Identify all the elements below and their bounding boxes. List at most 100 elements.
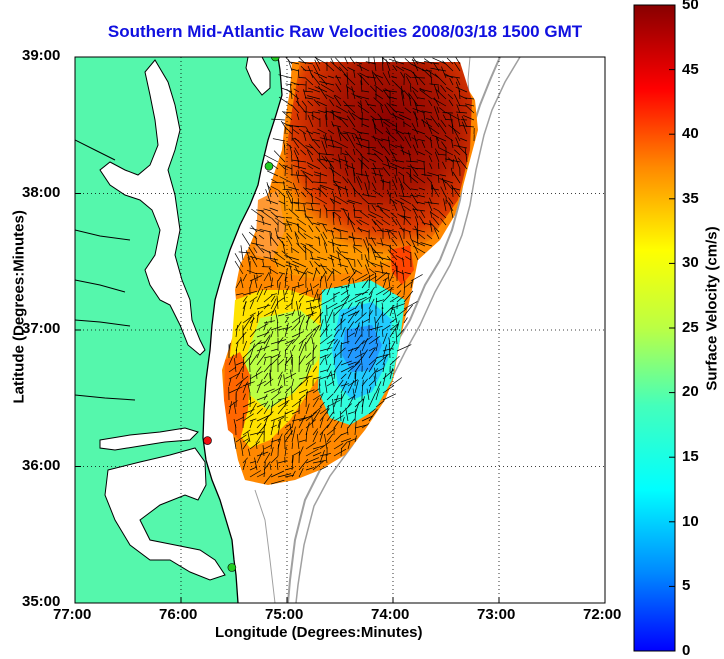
velocity-vector xyxy=(360,350,363,366)
velocity-vector xyxy=(457,145,468,156)
velocity-vector xyxy=(263,372,269,380)
velocity-vector xyxy=(354,363,362,373)
velocity-vector xyxy=(328,167,342,177)
velocity-vector xyxy=(290,174,307,177)
velocity-vector xyxy=(426,177,433,184)
velocity-vector xyxy=(443,198,447,212)
velocity-vector xyxy=(302,69,314,72)
y-axis-label: Latitude (Degrees:Minutes) xyxy=(10,210,28,404)
velocity-vector xyxy=(305,411,317,422)
velocity-vector xyxy=(267,170,279,177)
velocity-vector xyxy=(253,274,258,289)
velocity-vector xyxy=(310,283,314,296)
velocity-vector xyxy=(340,326,346,338)
velocity-vector xyxy=(263,404,270,415)
velocity-vector xyxy=(454,94,461,107)
velocity-vector xyxy=(263,452,271,464)
velocity-vector xyxy=(383,89,398,93)
velocity-vector xyxy=(382,293,392,303)
velocity-vector xyxy=(437,174,440,184)
velocity-vector xyxy=(457,157,468,170)
velocity-vector xyxy=(235,349,238,359)
velocity-vector xyxy=(284,354,293,366)
velocity-vector xyxy=(298,339,304,352)
velocity-vector xyxy=(340,393,343,408)
velocity-vector xyxy=(366,388,370,401)
velocity-vector xyxy=(354,310,360,317)
velocity-vector xyxy=(449,202,454,219)
velocity-vector xyxy=(360,75,370,86)
velocity-vector xyxy=(375,272,377,289)
velocity-vector xyxy=(266,199,279,205)
velocity-vector xyxy=(335,57,342,65)
velocity-vector xyxy=(337,127,342,142)
velocity-vector xyxy=(305,352,312,359)
velocity-vector xyxy=(371,204,377,212)
velocity-vector xyxy=(403,215,412,226)
velocity-vector xyxy=(245,250,251,261)
velocity-vector xyxy=(392,201,398,212)
velocity-vector xyxy=(347,259,356,275)
velocity-vector xyxy=(375,219,384,226)
velocity-vector xyxy=(254,457,258,471)
velocity-vector xyxy=(454,149,461,156)
velocity-vector xyxy=(417,76,426,86)
velocity-vector xyxy=(270,298,277,310)
velocity-vector xyxy=(348,236,363,240)
velocity-vector xyxy=(429,163,433,170)
velocity-vector xyxy=(372,135,377,142)
velocity-vector xyxy=(329,99,335,107)
velocity-vector xyxy=(374,316,377,331)
velocity-vector xyxy=(338,116,349,128)
velocity-vector xyxy=(377,140,384,149)
velocity-vector xyxy=(366,76,377,79)
velocity-vector xyxy=(322,223,328,233)
velocity-vector xyxy=(298,295,304,303)
velocity-vector xyxy=(418,233,426,240)
velocity-vector xyxy=(387,229,391,240)
velocity-vector xyxy=(409,194,419,198)
velocity-vector xyxy=(334,140,349,149)
velocity-vector xyxy=(354,322,360,338)
velocity-vector xyxy=(274,251,286,261)
velocity-vector xyxy=(440,218,447,226)
velocity-vector xyxy=(312,388,320,394)
velocity-vector xyxy=(324,433,328,450)
velocity-vector xyxy=(335,83,342,93)
velocity-vector xyxy=(263,394,268,401)
velocity-vector xyxy=(255,441,258,450)
velocity-vector xyxy=(426,234,433,240)
velocity-vector xyxy=(344,267,349,275)
velocity-vector xyxy=(383,121,391,128)
velocity-vector xyxy=(340,275,350,282)
velocity-vector xyxy=(343,131,356,135)
velocity-vector xyxy=(340,438,352,443)
velocity-vector xyxy=(341,251,349,254)
velocity-vector xyxy=(395,328,398,345)
velocity-vector xyxy=(387,96,398,100)
velocity-vector xyxy=(371,262,384,268)
site-marker xyxy=(271,57,280,62)
velocity-vector xyxy=(294,231,300,240)
velocity-vector xyxy=(283,111,293,114)
velocity-vector xyxy=(319,153,335,156)
velocity-vector xyxy=(345,407,349,422)
velocity-vector xyxy=(242,460,247,471)
velocity-vector xyxy=(411,86,419,93)
velocity-vector xyxy=(450,167,454,177)
velocity-vector xyxy=(396,283,402,289)
velocity-vector xyxy=(249,418,257,422)
velocity-vector xyxy=(242,349,252,359)
velocity-vector xyxy=(319,369,329,373)
velocity-vector xyxy=(325,63,335,72)
velocity-vector xyxy=(242,413,254,422)
velocity-vector xyxy=(263,401,269,408)
velocity-vector xyxy=(382,304,395,317)
velocity-vector xyxy=(393,308,398,324)
velocity-vector xyxy=(270,277,273,289)
velocity-vector xyxy=(263,288,268,296)
velocity-vector xyxy=(419,88,433,93)
velocity-vector xyxy=(333,340,340,352)
velocity-vector xyxy=(381,138,391,142)
velocity-vector xyxy=(334,195,349,205)
